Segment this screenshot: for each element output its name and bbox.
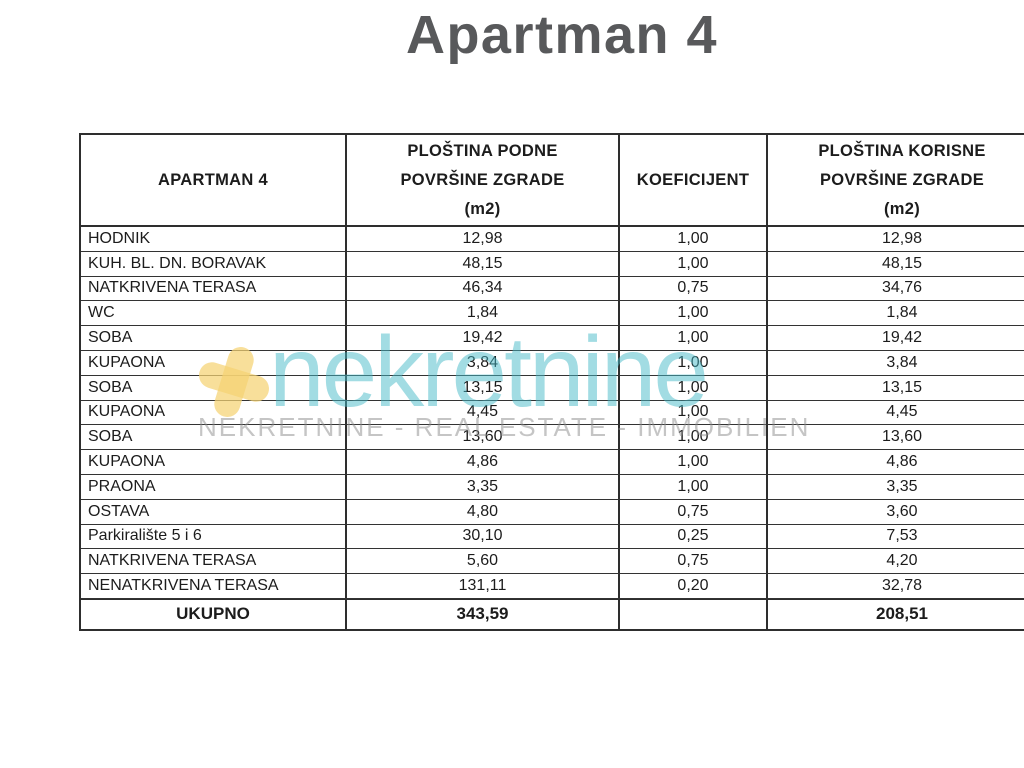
floor-area-value: 48,15 (347, 251, 620, 276)
table-total-row: UKUPNO 343,59 208,51 (81, 598, 1024, 629)
coefficient-value: 1,00 (620, 301, 768, 326)
floor-area-value: 12,98 (347, 227, 620, 251)
coefficient-value: 0,20 (620, 574, 768, 598)
table-header-row: APARTMAN 4 PLOŠTINA PODNE POVRŠINE ZGRAD… (81, 135, 1024, 227)
coefficient-value: 1,00 (620, 350, 768, 375)
usable-area-value: 1,84 (886, 304, 918, 322)
room-name: SOBA (81, 326, 347, 350)
table-row: SOBA 19,42 1,00 19,42 (81, 326, 1024, 351)
header-usable-area: PLOŠTINA KORISNE POVRŠINE ZGRADE (m2) (768, 135, 1024, 225)
room-name: HODNIK (81, 227, 347, 251)
usable-area-value: 48,15 (881, 254, 923, 272)
usable-area-value: 34,76 (881, 279, 923, 297)
table-row: HODNIK 12,98 1,00 12,98 (81, 227, 1024, 252)
table-row: NATKRIVENA TERASA 5,60 0,75 4,20 (81, 549, 1024, 575)
floor-area-value: 13,15 (347, 375, 620, 400)
usable-area-value: 3,35 (886, 477, 918, 495)
page-title: Apartman 4 (405, 5, 719, 65)
room-name: KUPAONA (81, 400, 347, 425)
coefficient-value: 1,00 (620, 474, 768, 499)
coefficient-value: 1,00 (620, 227, 768, 251)
room-name: NENATKRIVENA TERASA (81, 574, 347, 598)
floor-area-value: 4,86 (347, 450, 620, 474)
table-row: SOBA 13,15 1,00 13,15 (81, 375, 1024, 401)
usable-area-value: 4,45 (886, 403, 918, 421)
floor-area-value: 30,10 (347, 524, 620, 549)
usable-area-value: 4,20 (886, 552, 918, 570)
room-name: NATKRIVENA TERASA (81, 276, 347, 301)
header-floor-area-line3: (m2) (464, 199, 501, 218)
usable-area-value: 7,53 (886, 527, 918, 545)
header-usable-area-line1: PLOŠTINA KORISNE (818, 141, 986, 160)
room-name: NATKRIVENA TERASA (81, 549, 347, 574)
table-row: WC 1,84 1,00 1,84 (81, 301, 1024, 327)
table-row: NENATKRIVENA TERASA 131,11 0,20 32,78 (81, 574, 1024, 599)
floor-area-value: 13,60 (347, 425, 620, 450)
room-name: Parkiralište 5 i 6 (81, 524, 347, 549)
header-floor-area-line1: PLOŠTINA PODNE (407, 141, 558, 160)
coefficient-value: 0,25 (620, 524, 768, 549)
total-label: UKUPNO (81, 599, 347, 629)
total-floor-area: 343,59 (347, 599, 620, 629)
header-floor-area-line2: POVRŠINE ZGRADE (400, 170, 565, 189)
table-row: PRAONA 3,35 1,00 3,35 (81, 474, 1024, 500)
table-row: KUPAONA 4,86 1,00 4,86 (81, 450, 1024, 475)
room-name: KUPAONA (81, 350, 347, 375)
floor-area-value: 3,84 (347, 350, 620, 375)
table-row: KUPAONA 4,45 1,00 4,45 (81, 400, 1024, 426)
usable-area-value: 13,15 (881, 378, 923, 396)
floor-area-value: 4,45 (347, 400, 620, 425)
usable-area-value: 3,60 (886, 502, 918, 520)
usable-area-value: 13,60 (881, 428, 923, 446)
table-row: NATKRIVENA TERASA 46,34 0,75 34,76 (81, 276, 1024, 302)
table-row: KUPAONA 3,84 1,00 3,84 (81, 350, 1024, 376)
total-usable-area: 208,51 (876, 604, 928, 624)
table-body: HODNIK 12,98 1,00 12,98 KUH. BL. DN. BOR… (81, 227, 1024, 599)
header-apartment: APARTMAN 4 (81, 135, 347, 225)
coefficient-value: 1,00 (620, 400, 768, 425)
room-name: SOBA (81, 375, 347, 400)
floor-area-value: 5,60 (347, 549, 620, 574)
usable-area-value: 4,86 (886, 453, 918, 471)
header-usable-area-line2: POVRŠINE ZGRADE (819, 170, 985, 189)
table-row: OSTAVA 4,80 0,75 3,60 (81, 499, 1024, 525)
table-row: Parkiralište 5 i 6 30,10 0,25 7,53 (81, 524, 1024, 550)
floor-area-value: 3,35 (347, 474, 620, 499)
coefficient-value: 0,75 (620, 276, 768, 301)
floor-area-value: 46,34 (347, 276, 620, 301)
coefficient-value: 1,00 (620, 326, 768, 350)
coefficient-value: 1,00 (620, 450, 768, 474)
coefficient-value: 1,00 (620, 375, 768, 400)
floor-area-value: 4,80 (347, 499, 620, 524)
floor-area-value: 19,42 (347, 326, 620, 350)
floor-area-value: 1,84 (347, 301, 620, 326)
room-name: KUH. BL. DN. BORAVAK (81, 251, 347, 276)
header-coefficient: KOEFICIJENT (620, 135, 768, 225)
room-name: PRAONA (81, 474, 347, 499)
room-name: KUPAONA (81, 450, 347, 474)
room-name: SOBA (81, 425, 347, 450)
table-row: SOBA 13,60 1,00 13,60 (81, 425, 1024, 451)
table-row: KUH. BL. DN. BORAVAK 48,15 1,00 48,15 (81, 251, 1024, 277)
area-table: APARTMAN 4 PLOŠTINA PODNE POVRŠINE ZGRAD… (79, 133, 1024, 631)
header-usable-area-line3: (m2) (883, 199, 921, 218)
coefficient-value: 1,00 (620, 251, 768, 276)
usable-area-value: 12,98 (881, 229, 923, 247)
coefficient-value: 0,75 (620, 499, 768, 524)
coefficient-value: 0,75 (620, 549, 768, 574)
header-floor-area: PLOŠTINA PODNE POVRŠINE ZGRADE (m2) (347, 135, 620, 225)
usable-area-value: 32,78 (881, 577, 923, 595)
total-coefficient (620, 599, 768, 629)
usable-area-value: 3,84 (886, 353, 918, 371)
floor-area-value: 131,11 (347, 574, 620, 598)
room-name: WC (81, 301, 347, 326)
usable-area-value: 19,42 (881, 329, 923, 347)
room-name: OSTAVA (81, 499, 347, 524)
coefficient-value: 1,00 (620, 425, 768, 450)
